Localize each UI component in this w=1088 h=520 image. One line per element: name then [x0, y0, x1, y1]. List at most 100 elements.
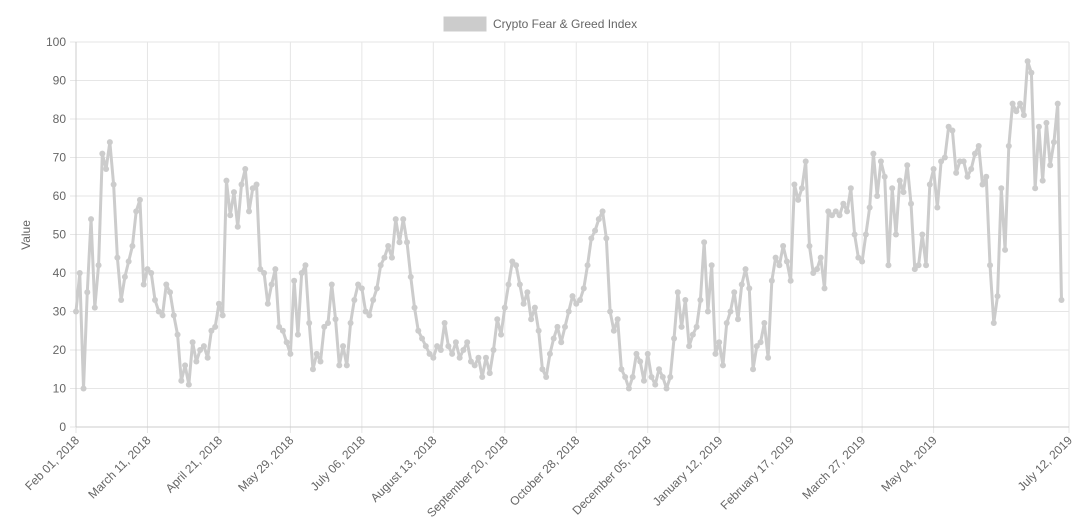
data-point [817, 254, 824, 261]
data-point [426, 350, 433, 357]
data-point [189, 339, 196, 346]
data-point [283, 339, 290, 346]
data-point [441, 320, 448, 327]
data-point [667, 373, 674, 380]
data-point [847, 185, 854, 192]
data-point [501, 304, 508, 311]
data-point [727, 308, 734, 315]
data-point [979, 181, 986, 188]
data-point [874, 193, 881, 199]
data-point [253, 181, 260, 188]
data-point [110, 181, 117, 188]
data-point [712, 350, 719, 357]
data-point [686, 343, 693, 350]
data-point [509, 258, 516, 265]
data-point [584, 262, 591, 269]
x-tick-label: March 27, 2019 [799, 433, 868, 502]
data-point [885, 262, 892, 269]
data-point [1024, 58, 1031, 65]
data-point [340, 343, 347, 350]
data-point [761, 320, 768, 327]
data-point [272, 266, 279, 273]
data-point [742, 266, 749, 273]
data-point [520, 300, 527, 307]
data-point [332, 316, 339, 323]
data-point [347, 320, 354, 327]
data-point [840, 200, 847, 207]
y-tick-label: 90 [53, 74, 67, 88]
data-point [276, 323, 283, 330]
data-point [735, 316, 741, 323]
data-point [125, 258, 132, 265]
data-point [671, 335, 678, 342]
data-point [678, 323, 685, 330]
data-point [682, 296, 689, 303]
data-point [949, 127, 956, 134]
data-point [795, 196, 802, 203]
data-point [452, 339, 459, 346]
data-point [460, 347, 467, 353]
data-point [569, 293, 576, 300]
data-point [151, 296, 158, 303]
data-point [212, 323, 219, 330]
y-tick-label: 50 [53, 228, 67, 242]
data-point [990, 320, 997, 327]
y-tick-label: 10 [53, 382, 67, 396]
data-point [663, 385, 670, 392]
data-point [430, 354, 437, 361]
data-point [415, 327, 422, 334]
data-point [355, 281, 362, 288]
data-point [539, 366, 546, 373]
data-point [648, 373, 655, 380]
data-point [723, 320, 730, 327]
x-tick-label: December 05, 2018 [569, 433, 654, 518]
data-point [84, 289, 91, 296]
data-point [870, 150, 877, 157]
y-tick-label: 0 [59, 420, 66, 434]
x-tick-label: October 28, 2018 [507, 433, 583, 509]
x-tick-label: May 04, 2019 [878, 433, 940, 495]
data-point [336, 362, 343, 369]
data-point [528, 316, 535, 323]
x-tick-label: August 13, 2018 [368, 433, 440, 505]
data-point [550, 335, 557, 342]
data-point [998, 185, 1005, 192]
data-point [1047, 162, 1054, 169]
data-point [716, 339, 723, 346]
data-point [945, 123, 952, 130]
data-point [599, 208, 606, 215]
y-tick-label: 30 [53, 305, 67, 319]
data-point [419, 335, 426, 342]
data-point [204, 354, 211, 361]
data-point [625, 385, 632, 392]
data-point [103, 166, 110, 173]
data-point [908, 200, 915, 207]
data-point [362, 308, 369, 315]
data-point [298, 270, 305, 276]
data-point [328, 281, 335, 288]
data-point [76, 270, 83, 276]
data-point [313, 350, 320, 357]
data-point [246, 208, 253, 215]
data-point [99, 150, 106, 157]
data-point [400, 216, 407, 223]
data-point [971, 150, 978, 157]
data-point [802, 158, 809, 165]
data-point [170, 312, 177, 319]
data-point [753, 343, 760, 350]
data-point [377, 262, 384, 269]
data-point [242, 166, 249, 173]
data-point [467, 358, 474, 365]
data-point [106, 139, 113, 146]
data-point [148, 270, 155, 276]
data-point [953, 169, 960, 176]
x-tick-label: January 12, 2019 [650, 433, 726, 509]
data-point [689, 331, 696, 338]
data-point [941, 154, 948, 161]
data-point [595, 216, 602, 223]
data-point [938, 158, 945, 165]
data-point [1013, 108, 1020, 115]
data-point [234, 223, 241, 230]
data-point [900, 189, 907, 196]
data-point [385, 243, 392, 250]
